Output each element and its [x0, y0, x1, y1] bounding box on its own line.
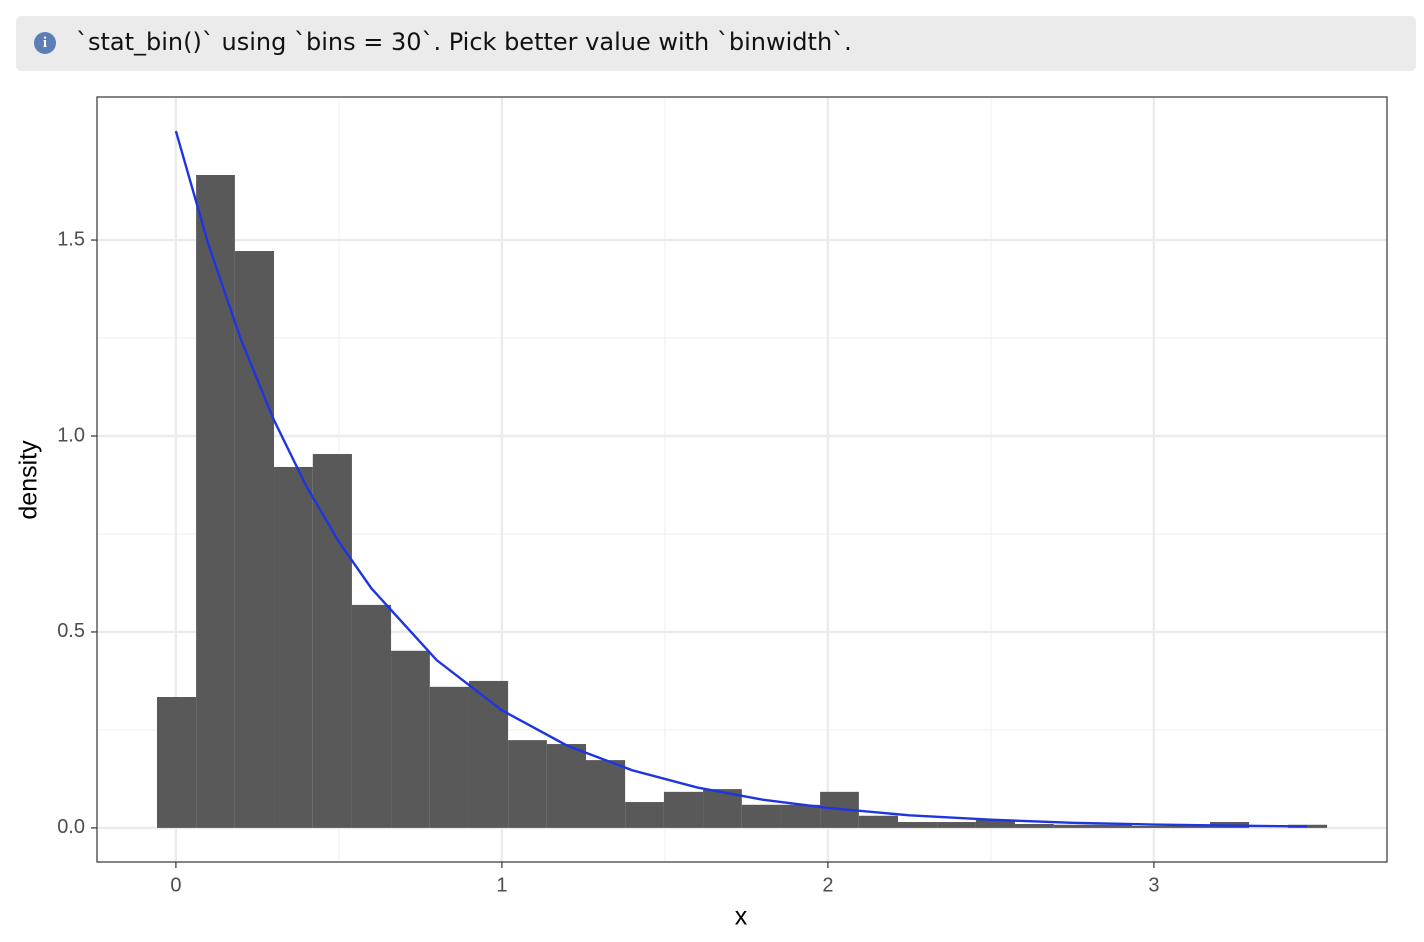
histogram-bar — [196, 174, 235, 828]
histogram-bar — [586, 760, 626, 828]
histogram-bar — [312, 454, 352, 828]
histogram-bar — [1092, 824, 1133, 828]
histogram-bar — [937, 822, 976, 828]
histogram-bar — [156, 697, 197, 828]
y-tick-label: 1.5 — [57, 228, 85, 250]
histogram-bar — [1053, 824, 1093, 828]
histogram-bar — [1170, 825, 1210, 828]
x-axis-title: x — [735, 903, 748, 931]
histogram-bar — [391, 650, 430, 828]
histogram-bar — [508, 740, 547, 828]
histogram-bar — [663, 791, 704, 828]
panel-border — [96, 96, 1388, 863]
histogram-bar — [897, 822, 938, 828]
histogram-bar — [780, 804, 821, 828]
histogram-bar — [975, 820, 1016, 828]
info-icon: i — [34, 32, 56, 54]
y-tick-label: 0.5 — [57, 620, 85, 642]
histogram-bar — [741, 804, 781, 828]
x-tick-label: 1 — [496, 874, 507, 896]
histogram-bar — [625, 802, 664, 828]
histogram-bar — [1132, 825, 1171, 828]
density-line — [174, 130, 1308, 828]
y-tick-label: 0.0 — [57, 816, 85, 838]
message-bar: i `stat_bin()` using `bins = 30`. Pick b… — [16, 16, 1416, 71]
y-axis-title: density — [15, 440, 43, 520]
histogram-bar — [468, 680, 509, 828]
histogram-bar — [429, 686, 469, 828]
message-text: `stat_bin()` using `bins = 30`. Pick bet… — [76, 28, 852, 56]
histogram-bar — [1015, 823, 1054, 828]
x-tick-label: 2 — [822, 874, 833, 896]
y-tick-label: 1.0 — [57, 424, 85, 446]
histogram-bar — [1287, 824, 1328, 828]
x-tick-label: 3 — [1148, 874, 1159, 896]
histogram-bar — [274, 466, 313, 828]
histogram-bar — [858, 815, 898, 828]
x-tick-label: 0 — [170, 874, 181, 896]
histogram-bar — [234, 251, 275, 828]
histogram-bar — [546, 744, 587, 828]
histogram-bar — [351, 604, 392, 828]
